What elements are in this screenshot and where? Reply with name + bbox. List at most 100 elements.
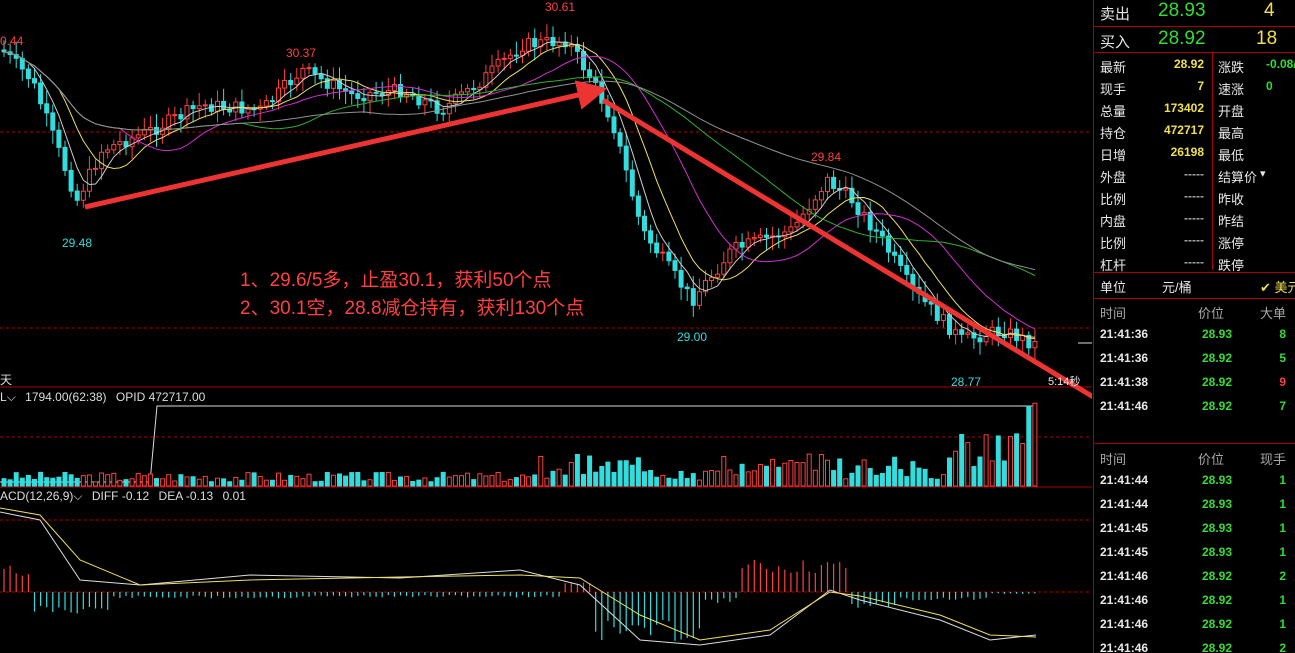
candle-body bbox=[672, 260, 678, 271]
tick-row[interactable]: 21:41:46 28.92 1 bbox=[1094, 590, 1295, 612]
big-order-row[interactable]: 21:41:38 28.92 9 bbox=[1094, 372, 1295, 394]
candle-body bbox=[642, 215, 647, 232]
price-label-low-2: 29.00 bbox=[677, 330, 708, 344]
candle-body bbox=[501, 57, 507, 60]
candle-body bbox=[196, 105, 202, 110]
price-label-left: 0.44 bbox=[0, 34, 24, 48]
volume-bar bbox=[654, 476, 660, 487]
candle-body bbox=[32, 78, 37, 84]
candle-body bbox=[349, 90, 355, 95]
candle-body bbox=[721, 262, 727, 275]
candle-body bbox=[221, 100, 227, 110]
candle-body bbox=[178, 114, 184, 120]
volume-bar bbox=[818, 454, 824, 487]
volume-bar bbox=[330, 474, 336, 487]
volume-bar bbox=[422, 477, 428, 487]
tick-row[interactable]: 21:41:46 28.92 2 bbox=[1094, 638, 1295, 653]
row-qty: 2 bbox=[1279, 641, 1286, 653]
tick-row[interactable]: 21:41:44 28.93 1 bbox=[1094, 470, 1295, 492]
row-qty: 1 bbox=[1279, 545, 1286, 559]
row-price: 28.93 bbox=[1202, 497, 1233, 511]
volume-bar bbox=[19, 477, 25, 487]
volume-bar bbox=[587, 455, 593, 487]
volume-bar bbox=[947, 457, 952, 487]
volume-bar bbox=[642, 471, 647, 487]
volume-bar bbox=[202, 475, 208, 487]
chevron-down-icon[interactable]: ⌵ bbox=[73, 489, 83, 503]
currency-toggle[interactable]: ✔ 美元 bbox=[1260, 280, 1295, 295]
stat-label: 杠杆 bbox=[1100, 258, 1127, 273]
quote-stat-row: 比例 ----- 昨收 bbox=[1094, 186, 1295, 208]
volume-bar bbox=[703, 470, 708, 487]
volume-bar bbox=[715, 470, 721, 487]
candle-body bbox=[446, 102, 452, 115]
chart-area[interactable]: 0.44 30.37 30.61 29.48 29.84 29.00 28.77… bbox=[0, 0, 1092, 653]
big-order-row[interactable]: 21:41:36 28.93 8 bbox=[1094, 324, 1295, 346]
volume-bar bbox=[550, 470, 556, 487]
volume-bar bbox=[861, 459, 867, 487]
tick-row[interactable]: 21:41:45 28.93 1 bbox=[1094, 518, 1295, 540]
row-qty: 5 bbox=[1279, 351, 1286, 365]
sell-row[interactable]: 卖出 28.93 4 bbox=[1100, 0, 1275, 23]
candle-body bbox=[367, 91, 373, 102]
col-header-time: 时间 bbox=[1100, 452, 1127, 467]
big-order-row[interactable]: 21:41:46 28.92 7 bbox=[1094, 396, 1295, 418]
volume-bar bbox=[635, 457, 641, 487]
volume-bar bbox=[398, 476, 403, 487]
row-qty: 7 bbox=[1279, 399, 1286, 413]
volume-bar bbox=[434, 477, 440, 487]
volume-bar bbox=[794, 462, 800, 487]
stat-value: -0.08/0 bbox=[1266, 57, 1295, 71]
volume-value: 1794.00(62:38) bbox=[25, 390, 107, 404]
candle-body bbox=[361, 97, 367, 102]
volume-bar bbox=[1, 478, 7, 487]
candle-body bbox=[147, 126, 153, 130]
volume-bar bbox=[788, 460, 794, 487]
volume-bar bbox=[1020, 442, 1026, 487]
price-label-high-2: 29.84 bbox=[811, 150, 842, 164]
arrow-down-trend bbox=[601, 97, 1092, 400]
macd-indicator-name[interactable]: ACD(12,26,9) bbox=[0, 489, 74, 503]
volume-bar bbox=[892, 456, 898, 487]
volume-bar bbox=[593, 471, 599, 487]
candle-body bbox=[117, 141, 123, 146]
chevron-down-icon[interactable]: ▾ bbox=[1260, 168, 1266, 180]
tick-row[interactable]: 21:41:46 28.92 1 bbox=[1094, 614, 1295, 636]
candle-body bbox=[1032, 341, 1038, 349]
volume-bar bbox=[721, 456, 727, 487]
candle-body bbox=[202, 104, 208, 107]
row-qty: 1 bbox=[1279, 497, 1286, 511]
candle-body bbox=[703, 279, 708, 293]
chevron-down-icon[interactable]: ⌵ bbox=[6, 390, 16, 404]
candle-body bbox=[50, 112, 56, 131]
candle-body bbox=[623, 145, 629, 171]
candlestick-chart[interactable] bbox=[0, 0, 1092, 653]
big-order-row[interactable]: 21:41:36 28.92 5 bbox=[1094, 348, 1295, 370]
row-qty: 2 bbox=[1279, 569, 1286, 583]
candle-body bbox=[269, 100, 275, 103]
volume-bar bbox=[44, 477, 50, 487]
candle-body bbox=[849, 187, 855, 204]
tick-row[interactable]: 21:41:45 28.93 1 bbox=[1094, 542, 1295, 564]
candle-body bbox=[812, 199, 818, 210]
buy-price: 28.92 bbox=[1158, 28, 1206, 49]
volume-bar bbox=[709, 470, 715, 487]
col-header-price: 价位 bbox=[1198, 452, 1225, 467]
candle-body bbox=[105, 149, 111, 153]
volume-bar bbox=[507, 478, 513, 487]
volume-indicator-name[interactable]: L bbox=[0, 390, 7, 404]
row-time: 21:41:46 bbox=[1100, 569, 1149, 583]
volume-bar bbox=[337, 473, 342, 487]
candle-body bbox=[294, 77, 300, 86]
volume-bar bbox=[837, 458, 843, 487]
tick-row[interactable]: 21:41:44 28.93 1 bbox=[1094, 494, 1295, 516]
stat-label: 昨收 bbox=[1218, 192, 1245, 207]
volume-bar bbox=[995, 435, 1001, 487]
candle-body bbox=[965, 332, 971, 335]
volume-bar bbox=[831, 470, 837, 487]
tick-row[interactable]: 21:41:46 28.92 2 bbox=[1094, 566, 1295, 588]
volume-bar bbox=[1014, 433, 1020, 487]
candle-body bbox=[709, 276, 715, 281]
candle-body bbox=[666, 251, 672, 262]
buy-row[interactable]: 买入 28.92 18 bbox=[1100, 28, 1278, 51]
